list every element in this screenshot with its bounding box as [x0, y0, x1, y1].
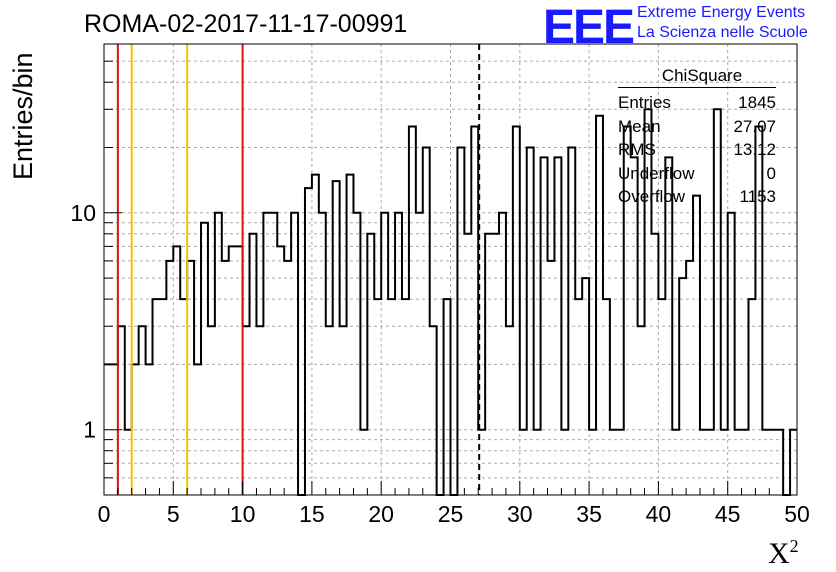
stats-row-underflow: Underflow 0	[618, 163, 776, 183]
logo-line-1: Extreme Energy Events	[637, 4, 806, 21]
x-tick-label: 10	[230, 501, 256, 527]
histogram-line	[104, 108, 797, 496]
eee-logo: EEE	[543, 1, 635, 54]
y-tick-label: 1	[83, 417, 96, 443]
x-tick-label: 30	[507, 501, 533, 527]
x-tick-label: 35	[576, 501, 602, 527]
stats-row-rms: RMS 13.12	[618, 140, 776, 159]
stats-title: ChiSquare	[618, 66, 776, 88]
x-tick-label: 40	[646, 501, 672, 527]
stats-box: ChiSquare Entries 1845 Mean 27.07 RMS 13.12…	[610, 66, 776, 209]
x-tick-label: 25	[438, 501, 464, 527]
y-axis-label: Entries/bin	[8, 52, 38, 180]
stats-row-overflow: Overflow 1153	[618, 187, 776, 206]
stats-row-mean: Mean 27.07	[618, 116, 776, 136]
x-axis-label: X2	[768, 536, 799, 570]
x-tick-label: 50	[784, 501, 810, 527]
x-tick-label: 15	[299, 501, 325, 527]
x-tick-label: 5	[167, 501, 180, 527]
chart-title: ROMA-02-2017-11-17-00991	[84, 10, 408, 38]
stats-row-entries: Entries 1845	[618, 93, 776, 112]
x-tick-label: 20	[368, 501, 394, 527]
y-tick-label: 10	[70, 200, 96, 226]
x-tick-label: 0	[98, 501, 111, 527]
logo-line-2: La Scienza nelle Scuole	[637, 24, 808, 41]
x-tick-label: 45	[715, 501, 741, 527]
